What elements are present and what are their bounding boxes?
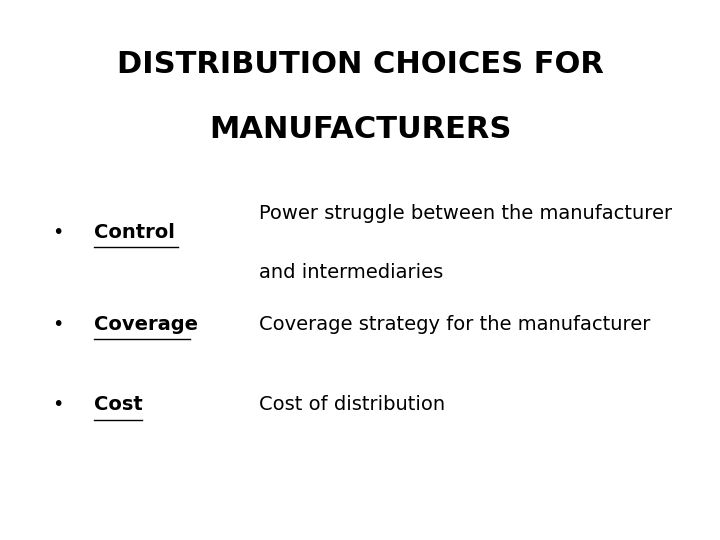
Text: and intermediaries: and intermediaries — [259, 263, 444, 282]
Text: Coverage: Coverage — [94, 314, 197, 334]
Text: Coverage strategy for the manufacturer: Coverage strategy for the manufacturer — [259, 314, 651, 334]
Text: Cost of distribution: Cost of distribution — [259, 395, 446, 415]
Text: •: • — [52, 222, 63, 242]
Text: Power struggle between the manufacturer: Power struggle between the manufacturer — [259, 204, 672, 223]
Text: DISTRIBUTION CHOICES FOR: DISTRIBUTION CHOICES FOR — [117, 50, 603, 79]
Text: Cost: Cost — [94, 395, 143, 415]
Text: •: • — [52, 314, 63, 334]
Text: Control: Control — [94, 222, 174, 242]
Text: •: • — [52, 395, 63, 415]
Text: MANUFACTURERS: MANUFACTURERS — [209, 115, 511, 144]
